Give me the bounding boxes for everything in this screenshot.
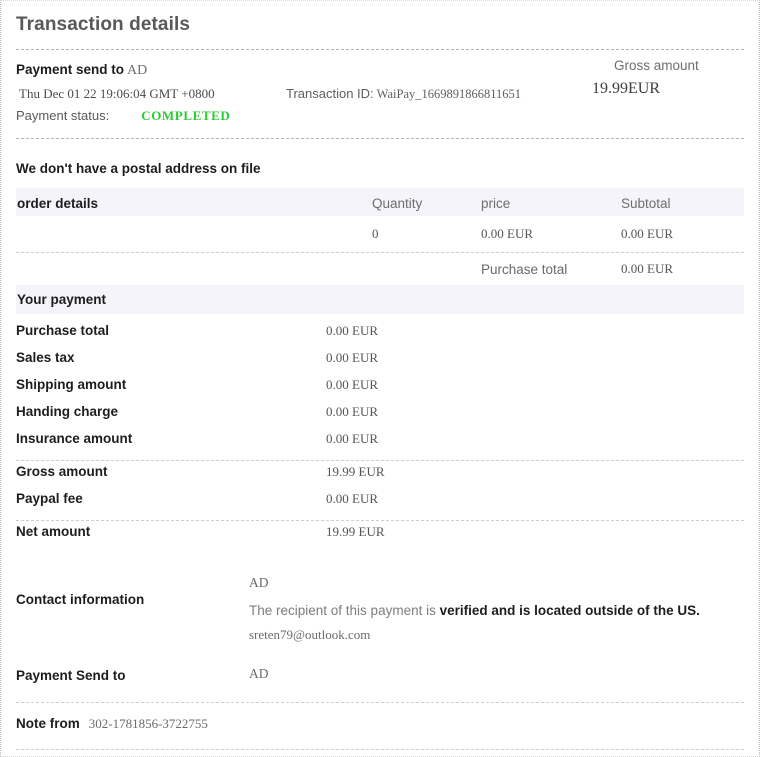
paypal-fee-label: Paypal fee	[16, 491, 83, 506]
col-header-order-details: order details	[17, 195, 99, 211]
gross-amount-block: Gross amount 19.99EUR	[564, 58, 744, 98]
note-label: Note from	[16, 716, 80, 731]
col-header-price: price	[481, 195, 511, 211]
gross-amount-label: Gross amount	[16, 464, 108, 479]
verification-emphasis: verified and is located outside of the U…	[439, 603, 700, 618]
gross-amount-divider	[16, 460, 744, 461]
row-subtotal: 0.00 EUR	[621, 226, 673, 241]
payment-status-label: Payment status:	[16, 108, 110, 123]
payment-send-to-label: Payment send to	[16, 62, 125, 77]
order-details-body: 0 0.00 EUR 0.00 EUR	[1, 216, 759, 252]
order-details-total-divider	[16, 252, 744, 253]
list-item: Handing charge 0.00 EUR	[16, 404, 744, 431]
transaction-id-value: WaiPay_1669891866811651	[376, 87, 522, 101]
postal-address-notice: We don't have a postal address on file	[16, 161, 261, 176]
net-amount-label: Net amount	[16, 524, 91, 539]
sales-tax-value: 0.00 EUR	[326, 350, 378, 365]
purchase-total-value: 0.00 EUR	[621, 261, 673, 276]
list-item: Gross amount 19.99 EUR	[16, 464, 744, 491]
total-spacer-description	[16, 253, 354, 285]
sales-tax-label: Sales tax	[16, 350, 75, 365]
col-header-subtotal: Subtotal	[621, 195, 671, 211]
order-details-header-table: order details Quantity price Subtotal	[16, 188, 746, 216]
net-amount-value: 19.99 EUR	[326, 524, 385, 539]
list-item: Purchase total 0.00 EUR	[16, 323, 744, 350]
order-details-total-table: Purchase total 0.00 EUR	[16, 253, 746, 285]
page-header: Transaction details	[1, 1, 759, 49]
table-row: 0 0.00 EUR 0.00 EUR	[16, 216, 746, 252]
shipping-amount-value: 0.00 EUR	[326, 377, 378, 392]
list-item: Shipping amount 0.00 EUR	[16, 377, 744, 404]
verification-prefix: The recipient of this payment is	[249, 603, 440, 618]
shipping-amount-label: Shipping amount	[16, 377, 127, 392]
gross-amount-value: 19.99EUR	[592, 80, 660, 97]
payment-send-to-block: Payment Send to AD	[1, 643, 759, 688]
handing-charge-label: Handing charge	[16, 404, 119, 419]
purchase-total-row: Purchase total 0.00 EUR	[16, 253, 746, 285]
payment-send-to-value: AD	[249, 666, 269, 681]
payment-send-to-label: Payment Send to	[16, 668, 126, 683]
row-quantity: 0	[372, 226, 379, 241]
list-item: Insurance amount 0.00 EUR	[16, 431, 744, 458]
contact-email: sreten79@outlook.com	[249, 627, 371, 642]
order-details-header-row: order details Quantity price Subtotal	[16, 188, 746, 216]
summary-divider	[16, 138, 744, 139]
your-payment-title: Your payment	[17, 292, 107, 307]
order-details-total-wrap: Purchase total 0.00 EUR	[1, 253, 759, 285]
note-block: Note from 302-1781856-3722755	[1, 703, 759, 732]
order-details-header-band: order details Quantity price Subtotal	[16, 188, 744, 216]
contact-information-block: Contact information AD The recipient of …	[1, 551, 759, 643]
note-value: 302-1781856-3722755	[88, 716, 208, 731]
total-spacer-quantity	[354, 253, 476, 285]
payment-send-to-party: AD	[127, 63, 148, 78]
order-details-table: 0 0.00 EUR 0.00 EUR	[16, 216, 746, 252]
paypal-fee-value: 0.00 EUR	[326, 491, 378, 506]
contact-information-label: Contact information	[16, 592, 145, 607]
purchase-total-label: Purchase total	[481, 261, 568, 277]
list-item: Paypal fee 0.00 EUR	[16, 491, 744, 518]
transaction-date: Thu Dec 01 22 19:06:04 GMT +0800	[19, 86, 215, 101]
your-payment-list: Purchase total 0.00 EUR Sales tax 0.00 E…	[1, 314, 759, 551]
row-description	[16, 216, 354, 252]
page-title: Transaction details	[16, 14, 191, 35]
gross-amount-value: 19.99 EUR	[326, 464, 385, 479]
list-item: Sales tax 0.00 EUR	[16, 350, 744, 377]
verification-notice: The recipient of this payment is verifie…	[249, 603, 744, 618]
contact-information-body: AD The recipient of this payment is veri…	[249, 575, 744, 643]
payment-status-row: Payment status: COMPLETED	[16, 108, 744, 124]
purchase-total-label: Purchase total	[16, 323, 110, 338]
transaction-summary: Payment send to AD Thu Dec 01 22 19:06:04…	[1, 50, 759, 138]
handing-charge-value: 0.00 EUR	[326, 404, 378, 419]
net-amount-divider	[16, 520, 744, 521]
transaction-meta-row: Thu Dec 01 22 19:06:04 GMT +0800 Transac…	[16, 86, 744, 102]
status-badge: COMPLETED	[141, 108, 231, 123]
transaction-id-label: Transaction ID:	[286, 86, 374, 101]
insurance-amount-label: Insurance amount	[16, 431, 133, 446]
insurance-amount-value: 0.00 EUR	[326, 431, 378, 446]
note-bottom-divider	[16, 749, 744, 750]
list-item: Net amount 19.99 EUR	[16, 524, 744, 551]
col-header-quantity: Quantity	[372, 195, 423, 211]
purchase-total-value: 0.00 EUR	[326, 323, 378, 338]
gross-amount-label: Gross amount	[614, 58, 699, 73]
row-price: 0.00 EUR	[481, 226, 533, 241]
contact-party: AD	[249, 575, 269, 590]
note-top-divider	[16, 702, 744, 703]
header-divider	[16, 49, 744, 50]
payment-send-to-heading: Payment send to AD	[16, 62, 744, 79]
your-payment-band: Your payment	[16, 285, 744, 314]
